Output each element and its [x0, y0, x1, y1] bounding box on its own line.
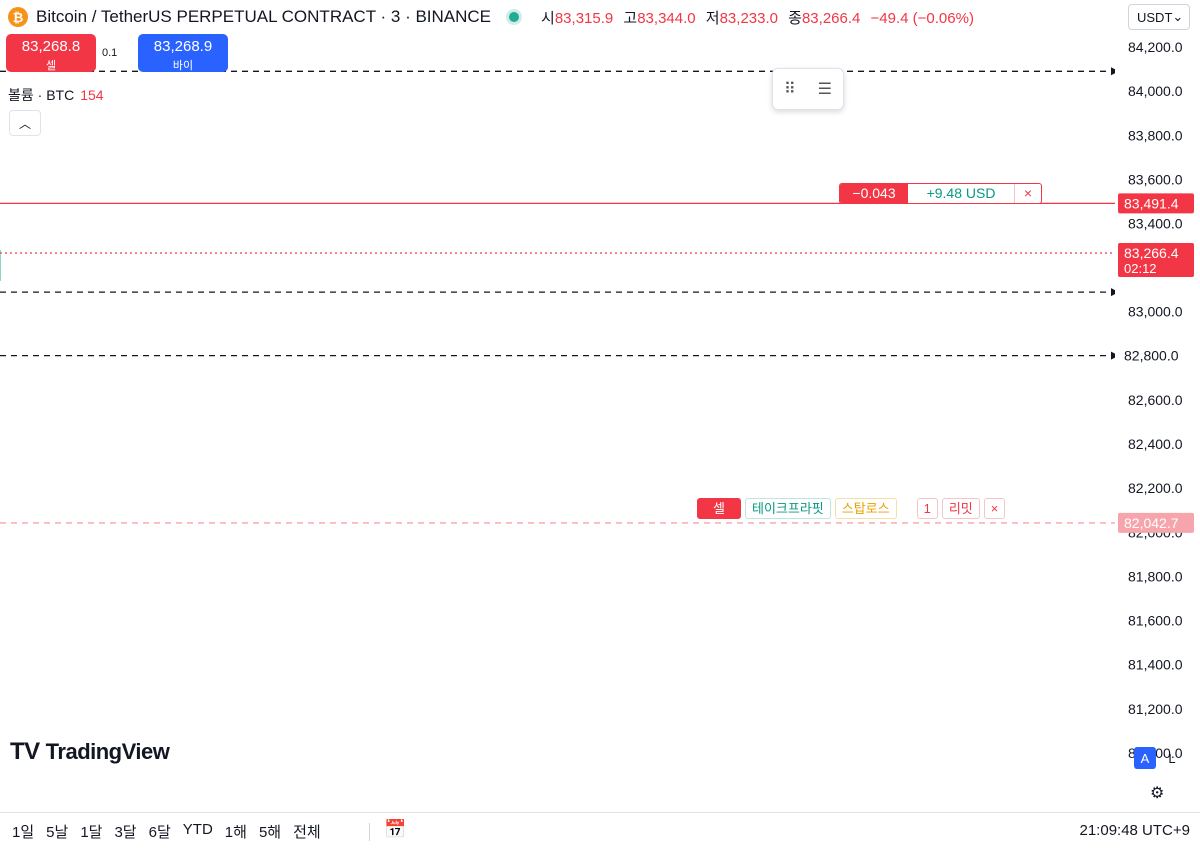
range-selector: 1일 5날 1달 3달 6달 YTD 1해 5해 전체 [12, 821, 321, 842]
order-qty[interactable]: 1 [916, 498, 938, 519]
price-axis-tag-label: 82,042.7 [1124, 515, 1179, 531]
price-axis-tag-label: 83,266.4 [1124, 245, 1179, 261]
floating-toolbar[interactable]: ⠿ ☰ [772, 68, 844, 110]
cancel-order-icon[interactable]: × [983, 498, 1006, 519]
close-position-icon[interactable]: × [1014, 184, 1041, 203]
price-tick-label: 82,600.0 [1128, 392, 1183, 408]
range-3m[interactable]: 3달 [114, 824, 137, 841]
spread-value: 0.1 [102, 47, 118, 59]
price-axis-tag-label: 83,491.4 [1124, 195, 1179, 211]
tradingview-logo: TV TradingView [10, 738, 170, 765]
log-scale-button[interactable]: L [1168, 750, 1176, 766]
order-line[interactable]: 셀 테이크프라핏 스탑로스 1 리밋 × [697, 498, 1006, 519]
sell-button[interactable]: 83,268.8 셀 [6, 34, 96, 72]
price-chart[interactable]: 1 (84,024.5)0.786 (83,500.9)0.618 (83,08… [0, 0, 1200, 812]
price-tick-label: 82,200.0 [1128, 480, 1183, 496]
price-tick-label: 84,200.0 [1128, 39, 1183, 55]
currency-select[interactable]: USDT ⌄ [1128, 4, 1190, 30]
drag-handle-icon[interactable]: ⠿ [783, 81, 796, 98]
price-axis-tag-label: 82,800.0 [1124, 348, 1179, 364]
bottom-toolbar: 1일 5날 1달 3달 6달 YTD 1해 5해 전체 📅 21:09:48 U… [0, 812, 1200, 850]
price-change: −49.4 (−0.06%) [870, 9, 974, 27]
price-axis-tag [1118, 242, 1194, 277]
buy-button[interactable]: 83,268.9 바이 [138, 34, 228, 72]
menu-icon[interactable]: ☰ [817, 81, 833, 98]
bitcoin-icon: ₿ [8, 7, 28, 27]
scale-buttons: A L [1134, 747, 1183, 769]
auto-scale-button[interactable]: A [1134, 747, 1156, 769]
price-axis-tag [1118, 193, 1194, 214]
bar-countdown: 02:12 [1124, 261, 1157, 276]
price-tick-label: 81,400.0 [1128, 657, 1183, 673]
range-all[interactable]: 전체 [293, 824, 321, 841]
calendar-icon[interactable]: 📅 [384, 819, 407, 839]
range-1d[interactable]: 1일 [12, 824, 35, 841]
price-tick-label: 83,800.0 [1128, 127, 1183, 143]
price-tick-label: 83,600.0 [1128, 171, 1183, 187]
stop-loss-button[interactable]: 스탑로스 [834, 498, 897, 519]
order-type: 리밋 [941, 498, 980, 519]
live-status-icon [509, 12, 520, 22]
price-tick-label: 82,400.0 [1128, 436, 1183, 452]
volume-legend: 볼륨 · BTC 154 [8, 87, 104, 103]
order-side[interactable]: 셀 [697, 498, 741, 519]
position-pnl: +9.48 USD [926, 185, 996, 201]
range-6m[interactable]: 6달 [148, 824, 171, 841]
range-1y[interactable]: 1해 [224, 824, 247, 841]
chevron-up-icon: ︿ [18, 116, 31, 131]
price-axis-tag [1118, 345, 1194, 366]
collapse-legend-button[interactable]: ︿ [9, 110, 41, 136]
symbol-title[interactable]: Bitcoin / TetherUS PERPETUAL CONTRACT · … [36, 7, 492, 26]
toolbar-divider [369, 823, 370, 841]
gear-icon[interactable]: ⚙ [1150, 785, 1165, 802]
price-tick-label: 83,400.0 [1128, 216, 1183, 232]
price-tick-label: 81,800.0 [1128, 568, 1183, 584]
price-axis [1115, 0, 1200, 812]
chart-header: ₿ Bitcoin / TetherUS PERPETUAL CONTRACT … [8, 4, 974, 30]
range-ytd[interactable]: YTD [182, 821, 213, 838]
clock: 21:09:48 UTC+9 [1079, 822, 1191, 839]
price-tick-label: 83,000.0 [1128, 304, 1183, 320]
price-axis-tag [1118, 512, 1194, 533]
price-tick-label: 84,000.0 [1128, 83, 1183, 99]
position-line[interactable]: −0.043 +9.48 USD × [839, 183, 1042, 204]
tradingview-logo-icon: TV [10, 738, 40, 765]
chevron-down-icon: ⌄ [1172, 9, 1184, 24]
range-5d[interactable]: 5날 [46, 824, 69, 841]
range-5y[interactable]: 5해 [258, 824, 282, 841]
take-profit-button[interactable]: 테이크프라핏 [745, 498, 831, 519]
price-tick-label: 81,200.0 [1128, 701, 1183, 717]
price-tick-label: 81,600.0 [1128, 613, 1183, 629]
range-1m[interactable]: 1달 [80, 824, 103, 841]
position-qty: −0.043 [840, 184, 908, 203]
ohlc-readout: 시83,315.9 고83,344.0 저83,233.0 종83,266.4 … [541, 9, 974, 27]
